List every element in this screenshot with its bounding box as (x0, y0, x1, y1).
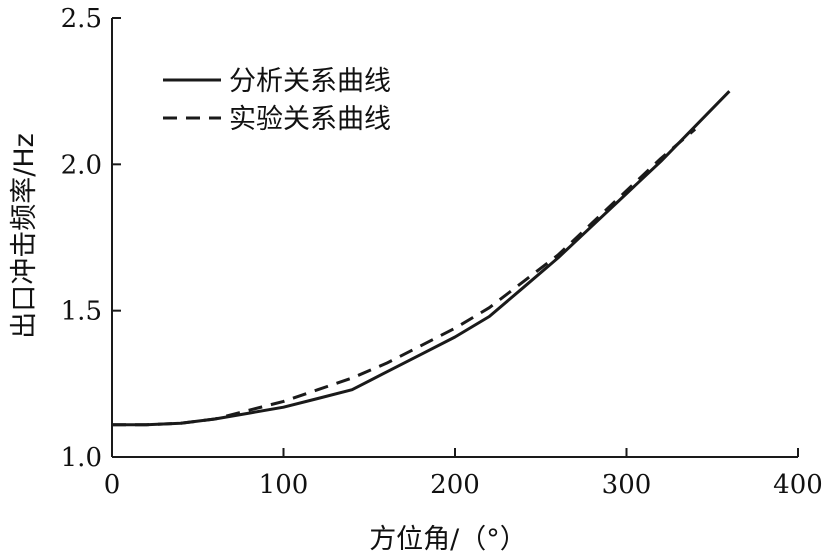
legend-label-1: 分析关系曲线 (229, 66, 391, 97)
x-tick-label: 200 (430, 470, 480, 500)
series-line-2 (112, 128, 697, 427)
y-tick-label: 1.0 (61, 443, 102, 473)
legend-label-2: 实验关系曲线 (229, 104, 391, 135)
x-tick-label: 300 (602, 470, 652, 500)
x-axis-label: 方位角/（°） (369, 524, 527, 555)
y-tick-label: 1.5 (61, 297, 102, 327)
series-layer (112, 90, 731, 427)
y-tick-label: 2.0 (61, 150, 102, 180)
x-tick-label: 100 (259, 470, 309, 500)
y-axis-label: 出口冲击频率/Hz (9, 133, 40, 339)
y-tick-label: 2.5 (61, 4, 102, 34)
series-line-1 (112, 90, 731, 427)
x-tick-label: 0 (104, 470, 121, 500)
axes: 0 100 200 300 400 1.0 1.5 2.0 2.5 (61, 4, 823, 500)
x-tick-label: 400 (773, 470, 823, 500)
